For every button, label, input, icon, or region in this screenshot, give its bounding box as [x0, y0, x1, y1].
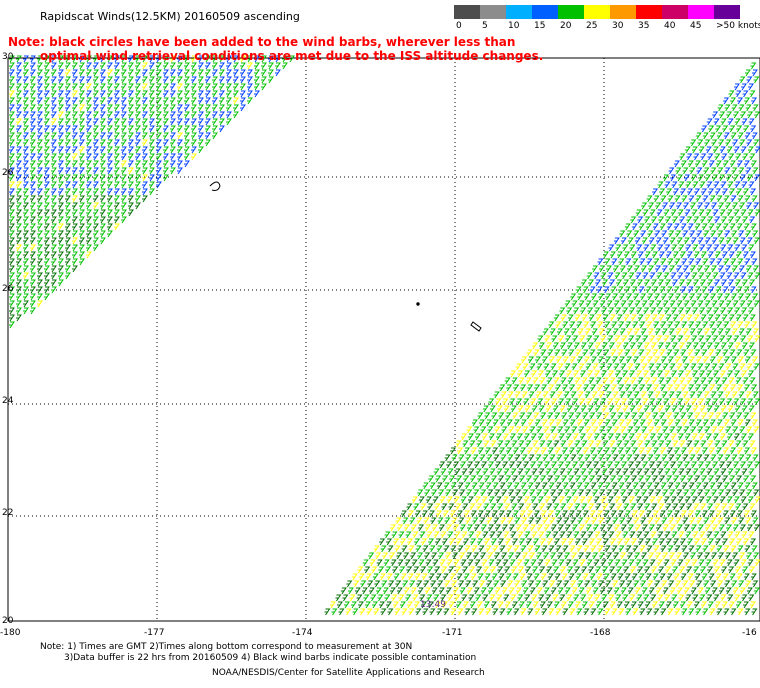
colorbar-swatch — [558, 5, 584, 19]
colorbar-label: 0 — [456, 21, 462, 31]
left-swath-barbs — [9, 55, 295, 329]
lon-label-180: -180 — [0, 628, 21, 638]
colorbar-swatch — [714, 5, 740, 19]
lon-label-174: -174 — [292, 628, 313, 638]
colorbar-swatch — [610, 5, 636, 19]
footer-line-2: 3)Data buffer is 22 hrs from 20160509 4)… — [64, 653, 477, 663]
colorbar-label: 45 — [690, 21, 702, 31]
lat-label-26: 26 — [2, 284, 14, 294]
colorbar-label: 15 — [534, 21, 546, 31]
colorbar-label: 20 — [560, 21, 572, 31]
colorbar-swatch — [688, 5, 714, 19]
colorbar-label: 35 — [638, 21, 650, 31]
footer-line-1: Note: 1) Times are GMT 2)Times along bot… — [40, 642, 413, 652]
colorbar-swatch — [532, 5, 558, 19]
footer-line-3: NOAA/NESDIS/Center for Satellite Applica… — [212, 668, 485, 678]
note-line-2: optimal wind retrieval conditions are me… — [40, 49, 544, 63]
contamination-note: Note: black circles have been added to t… — [8, 35, 543, 63]
lon-label-168: -168 — [590, 628, 611, 638]
lat-lon-grid — [8, 58, 760, 621]
lat-label-22: 22 — [2, 508, 14, 518]
lat-label-24: 24 — [2, 396, 14, 406]
colorbar-swatch — [584, 5, 610, 19]
lon-label-177: -177 — [144, 628, 165, 638]
colorbar-label: 40 — [664, 21, 676, 31]
colorbar-label: 5 — [482, 21, 488, 31]
islands — [209, 181, 482, 332]
colorbar-swatch — [636, 5, 662, 19]
colorbar-label: 30 — [612, 21, 624, 31]
colorbar-swatch — [662, 5, 688, 19]
lat-label-30: 30 — [2, 52, 14, 62]
lat-label-28: 26 — [2, 168, 14, 178]
lon-label-171: -171 — [442, 628, 463, 638]
right-swath-barbs — [324, 62, 760, 616]
colorbar-label: 25 — [586, 21, 598, 31]
colorbar-swatch — [506, 5, 532, 19]
lat-label-20: 20 — [2, 616, 14, 626]
map-title: Rapidscat Winds(12.5KM) 20160509 ascendi… — [40, 10, 300, 23]
colorbar-label: >50 knots — [716, 21, 760, 31]
colorbar-swatch — [454, 5, 480, 19]
time-label: 13:49 — [420, 600, 446, 610]
note-line-1: Note: black circles have been added to t… — [8, 35, 516, 49]
colorbar-label: 10 — [508, 21, 520, 31]
lon-label-165: -16 — [742, 628, 757, 638]
colorbar-swatch — [480, 5, 506, 19]
